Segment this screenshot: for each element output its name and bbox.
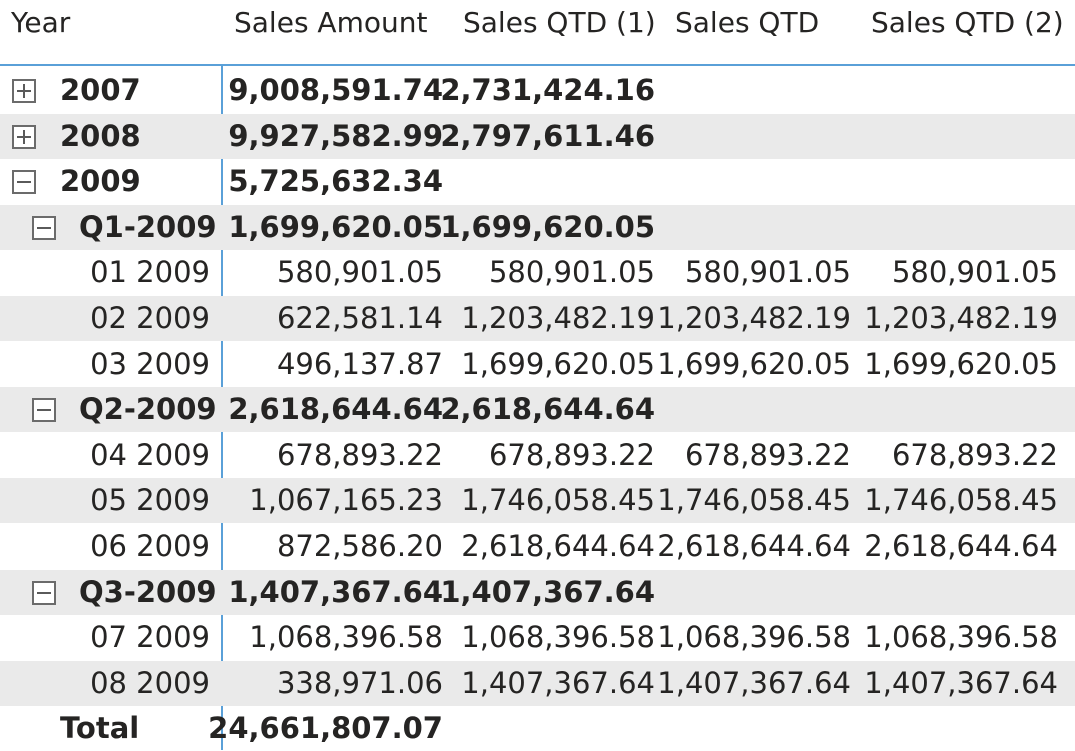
quarter-label: Q1-2009 — [79, 209, 217, 244]
sales-amount-cell: 2,618,644.64 — [228, 392, 443, 427]
month-row: 04 2009 678,893.22 678,893.22 678,893.22 678… — [0, 433, 1075, 478]
total-row: Total 24,661,807.07 — [0, 706, 1075, 751]
sales-amount-cell: 622,581.14 — [276, 301, 443, 335]
sales-qtd-2-cell — [0, 205, 1058, 250]
month-label: 06 2009 — [90, 529, 210, 563]
quarter-row: Q1-2009 1,699,620.05 1,699,620.05 — [0, 204, 1075, 250]
sales-qtd-cell: 580,901.05 — [684, 255, 851, 290]
sales-qtd-1-cell: 2,618,644.64 — [461, 529, 655, 563]
collapse-minus-icon[interactable] — [32, 580, 56, 605]
sales-qtd-cell: 1,203,482.19 — [657, 301, 851, 335]
sales-amount-cell: 1,068,396.58 — [249, 620, 443, 655]
sales-qtd-cell: 1,699,620.05 — [657, 346, 851, 381]
sales-amount-cell: 1,067,165.23 — [249, 483, 443, 518]
month-label: 01 2009 — [90, 255, 210, 290]
sales-qtd-1-cell: 580,901.05 — [488, 255, 655, 290]
sales-amount-cell: 872,586.20 — [276, 529, 443, 563]
sales-qtd-2-cell: 678,893.22 — [891, 437, 1058, 472]
month-label: 04 2009 — [90, 437, 210, 472]
quarter-label: Q2-2009 — [79, 392, 217, 427]
sales-qtd-2-cell: 2,618,644.64 — [864, 529, 1058, 563]
month-row: 03 2009 496,137.87 1,699,620.05 1,699,620.0… — [0, 342, 1075, 387]
sales-qtd-1-cell: 678,893.22 — [488, 437, 655, 472]
sales-amount-cell: 678,893.22 — [276, 437, 443, 472]
sales-amount-cell: 9,008,591.74 — [228, 73, 443, 107]
sales-qtd-1-cell: 1,746,058.45 — [461, 483, 655, 518]
quarter-label: Q3-2009 — [79, 574, 217, 609]
sales-qtd-cell: 2,618,644.64 — [657, 529, 851, 563]
sales-qtd-1-cell: 1,068,396.58 — [461, 620, 655, 655]
column-header-sales-qtd-2[interactable]: Sales QTD (2) — [871, 6, 1064, 39]
sales-qtd-1-cell: 1,699,620.05 — [461, 346, 655, 381]
sales-amount-cell: 9,927,582.99 — [228, 118, 443, 153]
sales-qtd-2-cell — [0, 68, 1058, 113]
sales-amount-cell: 5,725,632.34 — [228, 164, 443, 199]
collapse-minus-icon[interactable] — [32, 398, 56, 423]
quarter-row: Q3-2009 1,407,367.64 1,407,367.64 — [0, 569, 1075, 615]
column-header-year[interactable]: Year — [11, 6, 71, 39]
month-row: 07 2009 1,068,396.58 1,068,396.58 1,068,396… — [0, 615, 1075, 660]
collapse-minus-icon[interactable] — [32, 215, 56, 240]
sales-qtd-2-cell: 1,699,620.05 — [864, 346, 1058, 381]
year-row: 2008 9,927,582.99 2,797,611.46 — [0, 113, 1075, 159]
expand-plus-icon[interactable] — [12, 124, 36, 149]
month-row: 02 2009 622,581.14 1,203,482.19 1,203,482.1… — [0, 296, 1075, 341]
sales-amount-cell: 24,661,807.07 — [208, 711, 443, 746]
sales-qtd-2-cell — [0, 570, 1058, 615]
sales-qtd-2-cell — [0, 114, 1058, 159]
sales-qtd-2-cell: 1,068,396.58 — [864, 620, 1058, 655]
sales-qtd-1-cell: 2,731,424.16 — [440, 73, 655, 107]
sales-qtd-cell: 1,746,058.45 — [657, 483, 851, 518]
sales-qtd-2-cell: 1,407,367.64 — [864, 665, 1058, 700]
month-label: 02 2009 — [90, 301, 210, 335]
year-row: 2009 5,725,632.34 — [0, 159, 1075, 204]
year-label: 2008 — [60, 118, 141, 153]
sales-amount-cell: 1,699,620.05 — [228, 209, 443, 244]
collapse-minus-icon[interactable] — [12, 170, 36, 195]
sales-amount-cell: 338,971.06 — [276, 665, 443, 700]
sales-qtd-1-cell: 1,699,620.05 — [440, 209, 655, 244]
sales-qtd-cell: 678,893.22 — [684, 437, 851, 472]
expand-plus-icon[interactable] — [12, 79, 36, 103]
sales-qtd-1-cell: 1,203,482.19 — [461, 301, 655, 335]
sales-qtd-cell: 1,407,367.64 — [657, 665, 851, 700]
sales-qtd-2-cell: 1,746,058.45 — [864, 483, 1058, 518]
sales-qtd-2-cell — [0, 706, 1058, 751]
column-header-sales-amount[interactable]: Sales Amount — [234, 6, 428, 39]
sales-qtd-1-cell: 1,407,367.64 — [440, 574, 655, 609]
column-header-sales-qtd-1[interactable]: Sales QTD (1) — [463, 6, 656, 39]
sales-qtd-1-cell: 2,618,644.64 — [440, 392, 655, 427]
sales-qtd-2-cell: 1,203,482.19 — [864, 301, 1058, 335]
month-label: 03 2009 — [90, 346, 210, 381]
year-label: 2007 — [60, 73, 141, 107]
sales-qtd-1-cell: 1,407,367.64 — [461, 665, 655, 700]
sales-qtd-2-cell: 580,901.05 — [891, 255, 1058, 290]
quarter-row: Q2-2009 2,618,644.64 2,618,644.64 — [0, 387, 1075, 433]
year-label: 2009 — [60, 164, 141, 199]
month-row: 01 2009 580,901.05 580,901.05 580,901.05 580… — [0, 250, 1075, 295]
sales-qtd-1-cell: 2,797,611.46 — [440, 118, 655, 153]
column-header-sales-qtd[interactable]: Sales QTD — [675, 6, 820, 39]
sales-amount-cell: 1,407,367.64 — [228, 574, 443, 609]
sales-amount-cell: 580,901.05 — [276, 255, 443, 290]
sales-qtd-cell: 1,068,396.58 — [657, 620, 851, 655]
month-label: 05 2009 — [90, 483, 210, 518]
month-row: 05 2009 1,067,165.23 1,746,058.45 1,746,058… — [0, 478, 1075, 524]
sales-amount-cell: 496,137.87 — [276, 346, 443, 381]
total-label: Total — [60, 711, 140, 746]
column-header-row: Year Sales Amount Sales QTD (1) Sales QT… — [0, 0, 1075, 66]
sales-qtd-2-cell — [0, 159, 1058, 204]
month-label: 08 2009 — [90, 665, 210, 700]
sales-qtd-2-cell — [0, 387, 1058, 432]
month-label: 07 2009 — [90, 620, 210, 655]
month-row: 08 2009 338,971.06 1,407,367.64 1,407,367.6… — [0, 660, 1075, 706]
year-row: 2007 9,008,591.74 2,731,424.16 — [0, 68, 1075, 113]
month-row: 06 2009 872,586.20 2,618,644.64 2,618,644.6… — [0, 524, 1075, 569]
